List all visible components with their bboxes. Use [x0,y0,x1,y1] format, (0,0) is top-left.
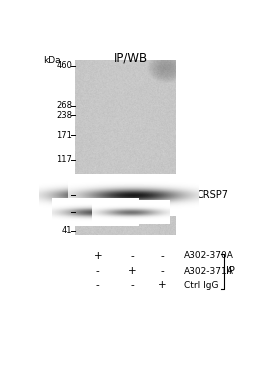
Text: kDa: kDa [43,56,61,66]
Text: -: - [160,251,164,261]
Text: -: - [131,280,135,290]
Text: IP/WB: IP/WB [114,52,148,65]
Text: -: - [96,266,100,276]
Text: 71: 71 [62,191,72,199]
Text: 460: 460 [56,61,72,70]
Text: CRSP7: CRSP7 [196,190,228,200]
Text: IP: IP [226,266,235,276]
Text: -: - [131,251,135,261]
Text: Ctrl IgG: Ctrl IgG [184,281,218,290]
Text: A302-370A: A302-370A [184,251,234,261]
Text: 117: 117 [56,155,72,164]
Text: +: + [158,280,166,290]
Text: 268: 268 [56,101,72,110]
Text: 171: 171 [56,131,72,139]
Text: A302-371A: A302-371A [184,267,234,276]
Text: -: - [96,280,100,290]
Text: 55: 55 [62,208,72,216]
Text: +: + [93,251,102,261]
Text: 41: 41 [62,226,72,235]
Text: +: + [129,266,137,276]
Text: 238: 238 [56,110,72,120]
Text: -: - [160,266,164,276]
